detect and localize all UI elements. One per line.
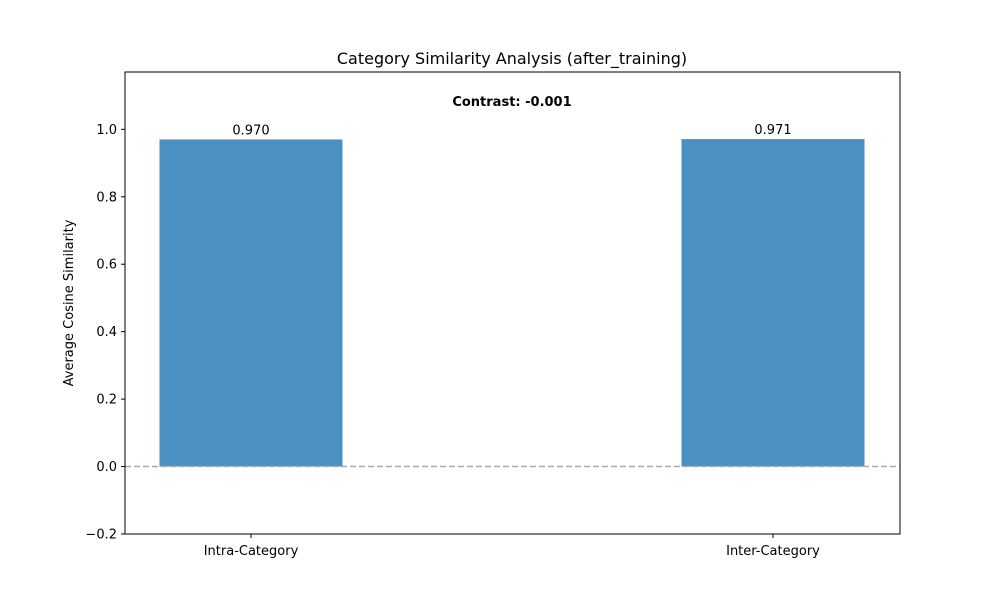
bar-inter-category bbox=[681, 139, 865, 467]
contrast-annotation: Contrast: -0.001 bbox=[452, 95, 571, 110]
y-tick-label: 0.4 bbox=[96, 325, 117, 340]
x-tick-label: Inter-Category bbox=[726, 544, 820, 559]
bar-value-label: 0.971 bbox=[754, 123, 791, 138]
bar-intra-category bbox=[159, 139, 343, 467]
y-axis-label: Average Cosine Similarity bbox=[62, 219, 77, 386]
y-tick-label: 0.8 bbox=[96, 190, 117, 205]
plot-frame bbox=[124, 71, 901, 535]
bar-value-label: 0.970 bbox=[232, 123, 269, 138]
y-tick-label: −0.2 bbox=[85, 528, 117, 543]
y-tick-label: 0.0 bbox=[96, 460, 117, 475]
bars-layer: 0.970 0.971 bbox=[159, 123, 865, 467]
x-axis: Intra-Category Inter-Category bbox=[204, 534, 820, 559]
y-tick-label: 1.0 bbox=[96, 123, 117, 138]
x-tick-label: Intra-Category bbox=[204, 544, 299, 559]
y-tick-label: 0.2 bbox=[96, 393, 117, 408]
y-tick-label: 0.6 bbox=[96, 258, 117, 273]
y-axis: −0.2 0.0 0.2 0.4 0.6 0.8 1.0 bbox=[85, 123, 125, 543]
chart-title: Category Similarity Analysis (after_trai… bbox=[337, 49, 687, 69]
